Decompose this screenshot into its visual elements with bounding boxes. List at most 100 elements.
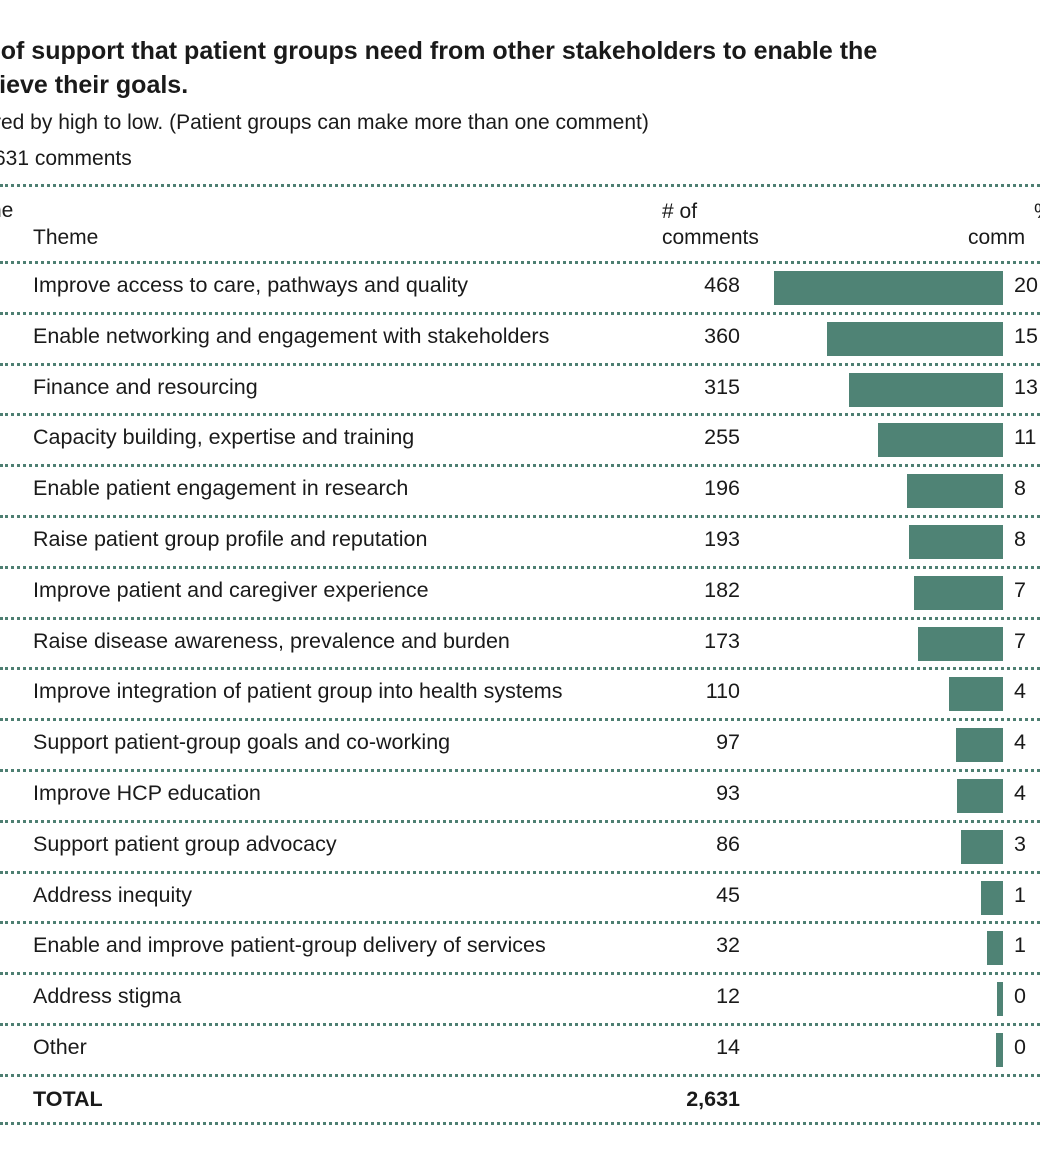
divider [0,515,1040,518]
theme-label: Other [33,1035,87,1059]
header-comments-line1: # of [662,200,698,223]
bar [957,779,1003,813]
header-comments: # of comments [662,199,759,251]
pct-label: 1 [1014,882,1026,907]
comment-count-value: 360 [704,323,740,348]
pct-label: 20 [1014,273,1038,297]
divider [0,413,1040,417]
theme-label: Improve patient and caregiver experience [33,577,429,602]
theme-label: Address inequity [33,882,192,907]
table-row: Address inequity 45 1 [0,873,1040,923]
theme-label: Finance and resourcing [33,374,258,399]
comment-count-value: 97 [716,730,740,755]
comment-count-value: 93 [716,781,740,805]
theme-label: Improve HCP education [33,781,261,805]
theme-label: Enable patient engagement in research [33,476,409,501]
bar [981,880,1003,915]
comment-count-value: 196 [704,476,740,501]
comment-count-value: 45 [716,882,740,907]
table-row: Improve integration of patient group int… [0,669,1040,719]
pct-label: 7 [1014,577,1026,602]
total-value: 2,631 [686,1087,740,1111]
bar [997,982,1003,1017]
table-row: Raise patient group profile and reputati… [0,517,1040,567]
pct-label: 0 [1014,984,1026,1009]
table-row: Other 14 0 [0,1025,1040,1075]
divider [0,184,1040,187]
table-row: Enable networking and engagement with st… [0,314,1040,364]
table-row: Improve access to care, pathways and qua… [0,263,1040,313]
pct-label: 8 [1014,527,1026,551]
comment-count-value: 255 [704,425,740,450]
theme-label: Support patient group advocacy [33,831,337,856]
divider [0,1023,1040,1026]
comment-count-value: 315 [704,374,740,399]
bar [961,829,1003,864]
divider [0,667,1040,671]
table-row: Finance and resourcing 315 13 [0,365,1040,415]
theme-label: Improve integration of patient group int… [33,679,563,704]
comment-count-value: 32 [716,933,740,958]
header-pct-line1: % [968,199,1040,225]
divider [0,819,1040,823]
pct-label: 3 [1014,831,1026,856]
divider [0,464,1040,468]
pct-label: 13 [1014,374,1038,399]
theme-label: Raise disease awareness, prevalence and … [33,628,510,653]
total-label: TOTAL [33,1087,103,1111]
bar [914,575,1003,610]
table-row: Improve patient and caregiver experience… [0,568,1040,618]
pct-label: 1 [1014,933,1026,958]
divider [0,972,1040,976]
pct-label: 11 [1014,425,1037,450]
title-line-2: chieve their goals. [0,71,189,99]
divider [0,311,1040,315]
comment-count-value: 193 [704,527,740,551]
divider [0,362,1040,366]
theme-label: Enable networking and engagement with st… [33,323,550,348]
divider [0,1073,1040,1077]
header-pct: % comm [968,199,1040,251]
divider [0,261,1040,264]
comment-count-value: 110 [705,679,740,704]
bar [827,321,1003,356]
header-left-cut: ne [0,199,14,222]
divider [0,1122,1040,1125]
pct-label: 4 [1014,781,1026,805]
theme-label: Improve access to care, pathways and qua… [33,273,468,297]
theme-label: Address stigma [33,984,182,1009]
table-row: Support patient group advocacy 86 3 [0,822,1040,872]
bar [909,525,1003,559]
bar [918,626,1003,661]
bar [907,474,1003,509]
pct-label: 8 [1014,476,1026,501]
theme-label: Raise patient group profile and reputati… [33,527,428,551]
bar [774,271,1003,305]
comment-count-value: 468 [704,273,740,297]
divider [0,616,1040,620]
divider [0,718,1040,722]
bar [996,1033,1003,1067]
comment-count: 631 comments [0,147,132,170]
header-comments-line2: comments [662,226,759,249]
table-row: Improve HCP education 93 4 [0,771,1040,821]
pct-label: 0 [1014,1035,1026,1059]
bar [949,677,1003,712]
bar [849,372,1003,407]
table-row: Capacity building, expertise and trainin… [0,415,1040,465]
theme-label: Capacity building, expertise and trainin… [33,425,415,450]
chart-subtitle: red by high to low. (Patient groups can … [0,111,649,134]
pct-label: 4 [1014,679,1026,704]
bar [956,728,1003,763]
header-theme: Theme [33,226,99,249]
table-row: Enable patient engagement in research 196… [0,466,1040,516]
table-row: Raise disease awareness, prevalence and … [0,619,1040,669]
pct-label: 7 [1014,628,1026,653]
theme-label: Enable and improve patient-group deliver… [33,933,546,958]
table-row: Address stigma 12 0 [0,974,1040,1024]
table-row: Enable and improve patient-group deliver… [0,923,1040,973]
divider [0,870,1040,874]
comment-count-value: 182 [704,577,740,602]
comment-count-value: 86 [716,831,740,856]
theme-label: Support patient-group goals and co-worki… [33,730,451,755]
